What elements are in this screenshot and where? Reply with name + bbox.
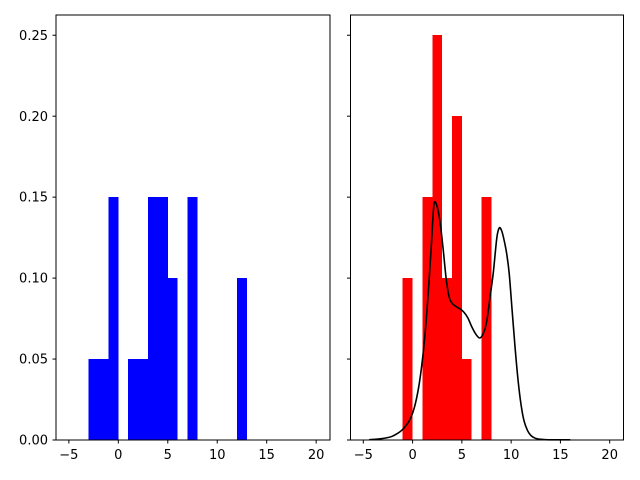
y-tick-label: 0.25 (19, 29, 48, 44)
y-tick-label: 0.10 (19, 272, 48, 287)
right-histogram-axes: −5 0 5 10 15 20 (347, 14, 624, 463)
y-tick-label: 0.20 (19, 110, 48, 125)
histogram-bar (461, 359, 472, 440)
histogram-bar (422, 197, 433, 440)
histogram-bar (157, 197, 168, 440)
y-tick-label: 0.00 (19, 434, 48, 449)
x-tick-label: −5 (354, 448, 373, 463)
x-tick-label: 15 (258, 448, 275, 463)
histogram-bar (442, 278, 453, 440)
kde-density-curve (368, 200, 571, 441)
x-tick-label: 0 (114, 448, 122, 463)
histogram-bar (237, 278, 247, 440)
histogram-bar (108, 197, 119, 440)
histogram-bar (452, 116, 462, 440)
histogram-bar (128, 359, 139, 440)
histogram-bar (98, 359, 109, 440)
y-tick-label: 0.15 (19, 191, 48, 206)
histogram-bar (432, 35, 443, 441)
x-tick-label: 10 (503, 448, 520, 463)
x-tick-label: 5 (164, 448, 172, 463)
axes-spine (55, 14, 331, 441)
x-tick-label: −5 (59, 448, 78, 463)
axes-spine (350, 14, 624, 441)
x-tick-label: 15 (552, 448, 569, 463)
x-tick-label: 10 (209, 448, 226, 463)
x-tick-label: 20 (308, 448, 325, 463)
histogram-bar (147, 197, 158, 440)
x-tick-label: 5 (458, 448, 466, 463)
histogram-bar (167, 278, 178, 440)
x-tick-label: 0 (408, 448, 416, 463)
histogram-bar (187, 197, 198, 440)
left-histogram-axes: −5 0 5 10 15 20 0.00 0.05 0.10 0.15 0.20 0.25 (19, 14, 331, 463)
histogram-bar (138, 359, 148, 440)
x-tick-label: 20 (601, 448, 618, 463)
histogram-bar (402, 278, 413, 440)
y-tick-label: 0.05 (19, 353, 48, 368)
histogram-bar (88, 359, 99, 440)
